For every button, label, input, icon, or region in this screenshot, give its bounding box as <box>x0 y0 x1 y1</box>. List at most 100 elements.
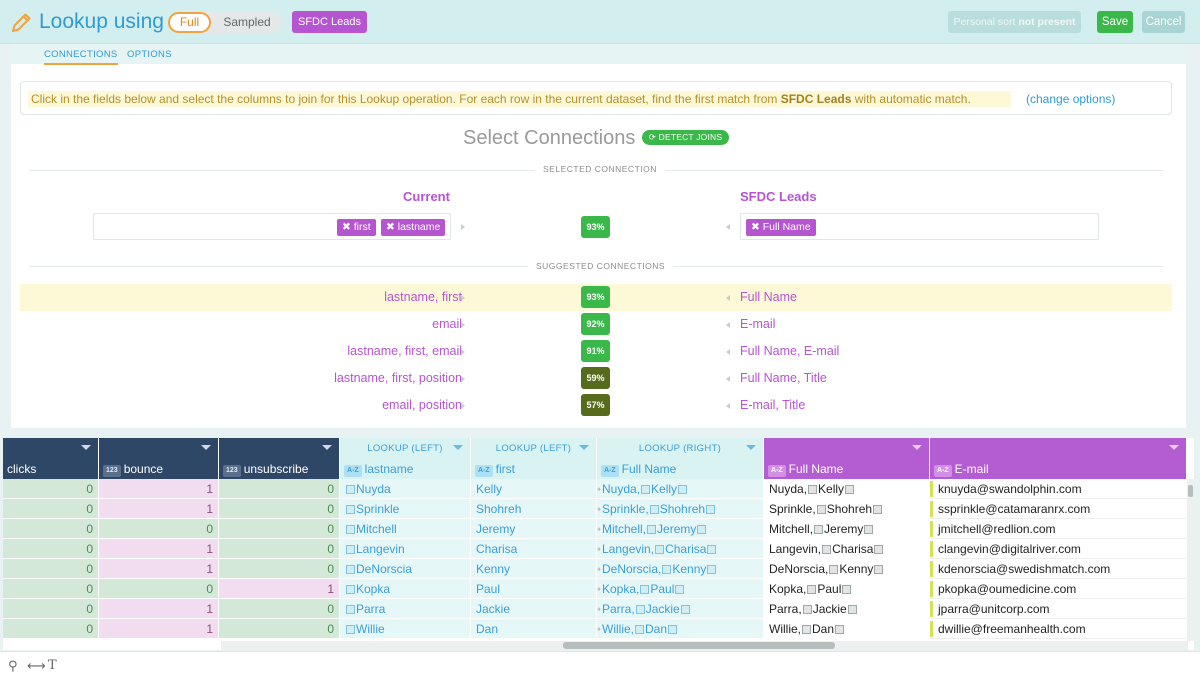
cell-email[interactable]: kdenorscia@swedishmatch.com <box>930 559 1187 579</box>
cell-lookup-full-name[interactable]: ⟷Kopka,Paul <box>597 579 764 599</box>
remove-icon[interactable]: ✖ <box>386 221 395 233</box>
cell-clicks[interactable]: 0 <box>3 479 99 499</box>
chip-lastname[interactable]: ✖ lastname <box>381 219 446 236</box>
cell-first[interactable]: Dan <box>471 619 597 639</box>
change-options-link[interactable]: (change options) <box>1026 92 1116 106</box>
chip-full-name[interactable]: ✖ Full Name <box>746 219 816 236</box>
cell-lookup-full-name[interactable]: ⟷Nuyda,Kelly <box>597 479 764 499</box>
cell-unsubscribe[interactable]: 0 <box>219 539 340 559</box>
cell-unsubscribe[interactable]: 0 <box>219 519 340 539</box>
cell-first[interactable]: Kelly <box>471 479 597 499</box>
cell-lastname[interactable]: Langevin <box>340 539 471 559</box>
cell-clicks[interactable]: 0 <box>3 619 99 639</box>
cell-first[interactable]: Charisa <box>471 539 597 559</box>
cell-first[interactable]: Paul <box>471 579 597 599</box>
chevron-down-icon[interactable] <box>201 445 211 450</box>
cell-lastname[interactable]: Willie <box>340 619 471 639</box>
chevron-down-icon[interactable] <box>746 445 756 450</box>
chip-first[interactable]: ✖ first <box>337 219 376 236</box>
cell-lookup-full-name[interactable]: ⟷Willie,Dan <box>597 619 764 639</box>
cell-email[interactable]: ssprinkle@catamaranrx.com <box>930 499 1187 519</box>
cell-first[interactable]: Jeremy <box>471 519 597 539</box>
cell-lastname[interactable]: Kopka <box>340 579 471 599</box>
cell-bounce[interactable]: 1 <box>99 559 219 579</box>
suggested-connection-row[interactable]: lastname, first, email 91% Full Name, E-ma… <box>20 338 1172 365</box>
cell-clicks[interactable]: 0 <box>3 519 99 539</box>
suggested-connection-row[interactable]: lastname, first 93% Full Name <box>20 284 1172 311</box>
cell-full-name[interactable]: Sprinkle, Shohreh <box>764 499 930 519</box>
cell-clicks[interactable]: 0 <box>3 559 99 579</box>
column-header[interactable]: 123 unsubscribe <box>219 438 340 479</box>
cell-unsubscribe[interactable]: 0 <box>219 479 340 499</box>
cell-bounce[interactable]: 1 <box>99 479 219 499</box>
cell-bounce[interactable]: 0 <box>99 579 219 599</box>
cell-lookup-full-name[interactable]: ⟷DeNorscia,Kenny <box>597 559 764 579</box>
chevron-down-icon[interactable] <box>453 445 463 450</box>
cell-first[interactable]: Shohreh <box>471 499 597 519</box>
resize-columns-icon[interactable]: ⟷ <box>27 658 46 673</box>
cell-lastname[interactable]: Nuyda <box>340 479 471 499</box>
cancel-button[interactable]: Cancel <box>1142 11 1185 33</box>
cell-lastname[interactable]: Parra <box>340 599 471 619</box>
cell-clicks[interactable]: 0 <box>3 599 99 619</box>
cell-clicks[interactable]: 0 <box>3 539 99 559</box>
save-button[interactable]: Save <box>1097 11 1133 33</box>
remove-icon[interactable]: ✖ <box>342 221 351 233</box>
current-columns-field[interactable]: ✖ first ✖ lastname <box>93 213 451 240</box>
tab-options[interactable]: OPTIONS <box>127 49 172 60</box>
column-header[interactable]: LOOKUP (LEFT) A-Z lastname <box>340 438 471 479</box>
chevron-down-icon[interactable] <box>912 445 922 450</box>
chevron-down-icon[interactable] <box>322 445 332 450</box>
cell-clicks[interactable]: 0 <box>3 499 99 519</box>
mode-full-option[interactable]: Full <box>168 12 211 33</box>
cell-lastname[interactable]: Sprinkle <box>340 499 471 519</box>
suggested-connection-row[interactable]: lastname, first, position 59% Full Name, T… <box>20 365 1172 392</box>
mode-sampled-option[interactable]: Sampled <box>223 15 271 29</box>
tab-connections[interactable]: CONNECTIONS <box>44 49 118 65</box>
column-header[interactable]: A-Z E-mail <box>930 438 1187 479</box>
cell-lastname[interactable]: Mitchell <box>340 519 471 539</box>
chevron-down-icon[interactable] <box>579 445 589 450</box>
cell-first[interactable]: Jackie <box>471 599 597 619</box>
cell-unsubscribe[interactable]: 0 <box>219 599 340 619</box>
cell-email[interactable]: jmitchell@redlion.com <box>930 519 1187 539</box>
vertical-scrollbar[interactable] <box>1187 479 1194 641</box>
cell-lookup-full-name[interactable]: ⟷Parra,Jackie <box>597 599 764 619</box>
remove-icon[interactable]: ✖ <box>751 221 760 233</box>
cell-bounce[interactable]: 1 <box>99 619 219 639</box>
cell-lookup-full-name[interactable]: ⟷Sprinkle,Shohreh <box>597 499 764 519</box>
cell-unsubscribe[interactable]: 0 <box>219 499 340 519</box>
source-dataset-button[interactable]: SFDC Leads <box>292 11 367 33</box>
column-header[interactable]: LOOKUP (RIGHT) A-Z Full Name <box>597 438 764 479</box>
cell-first[interactable]: Kenny <box>471 559 597 579</box>
suggested-connection-row[interactable]: email 92% E-mail <box>20 311 1172 338</box>
cell-email[interactable]: pkopka@oumedicine.com <box>930 579 1187 599</box>
cell-email[interactable]: knuyda@swandolphin.com <box>930 479 1187 499</box>
cell-full-name[interactable]: Langevin, Charisa <box>764 539 930 559</box>
cell-bounce[interactable]: 0 <box>99 519 219 539</box>
mode-toggle[interactable]: Full Sampled <box>168 12 282 33</box>
cell-email[interactable]: jparra@unitcorp.com <box>930 599 1187 619</box>
target-columns-field[interactable]: ✖ Full Name <box>740 213 1099 240</box>
column-header[interactable]: A-Z Full Name <box>764 438 930 479</box>
cell-email[interactable]: dwillie@freemanhealth.com <box>930 619 1187 639</box>
cell-unsubscribe[interactable]: 0 <box>219 619 340 639</box>
cell-full-name[interactable]: Mitchell, Jeremy <box>764 519 930 539</box>
cell-lookup-full-name[interactable]: ⟷Langevin,Charisa <box>597 539 764 559</box>
cell-full-name[interactable]: Willie, Dan <box>764 619 930 639</box>
cell-email[interactable]: clangevin@digitalriver.com <box>930 539 1187 559</box>
cell-unsubscribe[interactable]: 0 <box>219 559 340 579</box>
suggested-connection-row[interactable]: email, position 57% E-mail, Title <box>20 392 1172 419</box>
column-header[interactable]: clicks <box>3 438 99 479</box>
cell-full-name[interactable]: Kopka, Paul <box>764 579 930 599</box>
column-header[interactable]: 123 bounce <box>99 438 219 479</box>
chevron-down-icon[interactable] <box>81 445 91 450</box>
column-header[interactable]: LOOKUP (LEFT) A-Z first <box>471 438 597 479</box>
cell-bounce[interactable]: 1 <box>99 599 219 619</box>
cell-unsubscribe[interactable]: 1 <box>219 579 340 599</box>
text-format-icon[interactable]: T <box>48 658 57 673</box>
detect-joins-button[interactable]: ⟳ DETECT JOINS <box>642 130 729 145</box>
cell-bounce[interactable]: 1 <box>99 539 219 559</box>
cell-clicks[interactable]: 0 <box>3 579 99 599</box>
chevron-down-icon[interactable] <box>1169 445 1179 450</box>
